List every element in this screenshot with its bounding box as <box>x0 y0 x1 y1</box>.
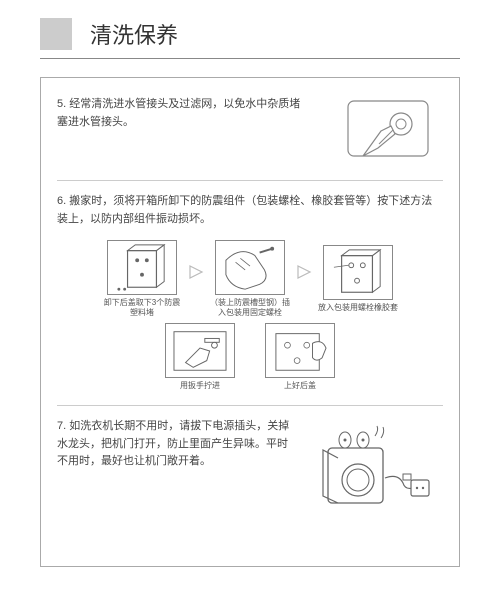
step-2: （装上防震槽型钢）插入包装用固定螺栓 <box>210 240 290 317</box>
step-3-caption: 放入包装用螺栓橡胶套 <box>318 303 398 313</box>
step-1: 卸下后盖取下3个防震塑料堵 <box>102 240 182 317</box>
divider-1 <box>57 180 443 181</box>
section-6: 6. 搬家时，须将开箱所卸下的防震组件（包装螺栓、橡胶套管等）按下述方法装上，以… <box>57 193 443 391</box>
step-5-caption: 上好后盖 <box>284 381 316 391</box>
divider-2 <box>57 405 443 406</box>
step-1-caption: 卸下后盖取下3个防震塑料堵 <box>102 298 182 317</box>
steps-row-2: 用扳手拧进 上好后盖 <box>57 323 443 391</box>
step-4-illustration <box>165 323 235 378</box>
page-title: 清洗保养 <box>90 18 178 50</box>
steps-row-1: 卸下后盖取下3个防震塑料堵 （装上防震槽型钢）插入包装用固定螺栓 <box>57 240 443 317</box>
section-7: 7. 如洗衣机长期不用时，请拔下电源插头，关掉水龙头，把机门打开，防止里面产生异… <box>57 418 443 508</box>
step-3: 放入包装用螺栓橡胶套 <box>318 245 398 313</box>
content-frame: 5. 经常清洗进水管接头及过滤网，以免水中杂质堵塞进水管接头。 6. 搬家时，须… <box>40 77 460 567</box>
section-5-illustration <box>323 96 443 166</box>
step-1-illustration <box>107 240 177 295</box>
step-4: 用扳手拧进 <box>165 323 235 391</box>
page-header: 清洗保养 <box>0 0 500 58</box>
section-5-text: 5. 经常清洗进水管接头及过滤网，以免水中杂质堵塞进水管接头。 <box>57 96 309 166</box>
section-5: 5. 经常清洗进水管接头及过滤网，以免水中杂质堵塞进水管接头。 <box>57 96 443 166</box>
header-underline <box>40 58 460 59</box>
section-7-text: 7. 如洗衣机长期不用时，请拔下电源插头，关掉水龙头，把机门打开，防止里面产生异… <box>57 418 293 508</box>
step-4-caption: 用扳手拧进 <box>180 381 220 391</box>
section-7-illustration <box>303 418 443 508</box>
step-5: 上好后盖 <box>265 323 335 391</box>
arrow-icon <box>294 262 314 282</box>
step-3-illustration <box>323 245 393 300</box>
step-2-caption: （装上防震槽型钢）插入包装用固定螺栓 <box>210 298 290 317</box>
section-6-text: 6. 搬家时，须将开箱所卸下的防震组件（包装螺栓、橡胶套管等）按下述方法装上，以… <box>57 193 443 228</box>
step-2-illustration <box>215 240 285 295</box>
step-5-illustration <box>265 323 335 378</box>
header-square-icon <box>40 18 72 50</box>
arrow-icon <box>186 262 206 282</box>
